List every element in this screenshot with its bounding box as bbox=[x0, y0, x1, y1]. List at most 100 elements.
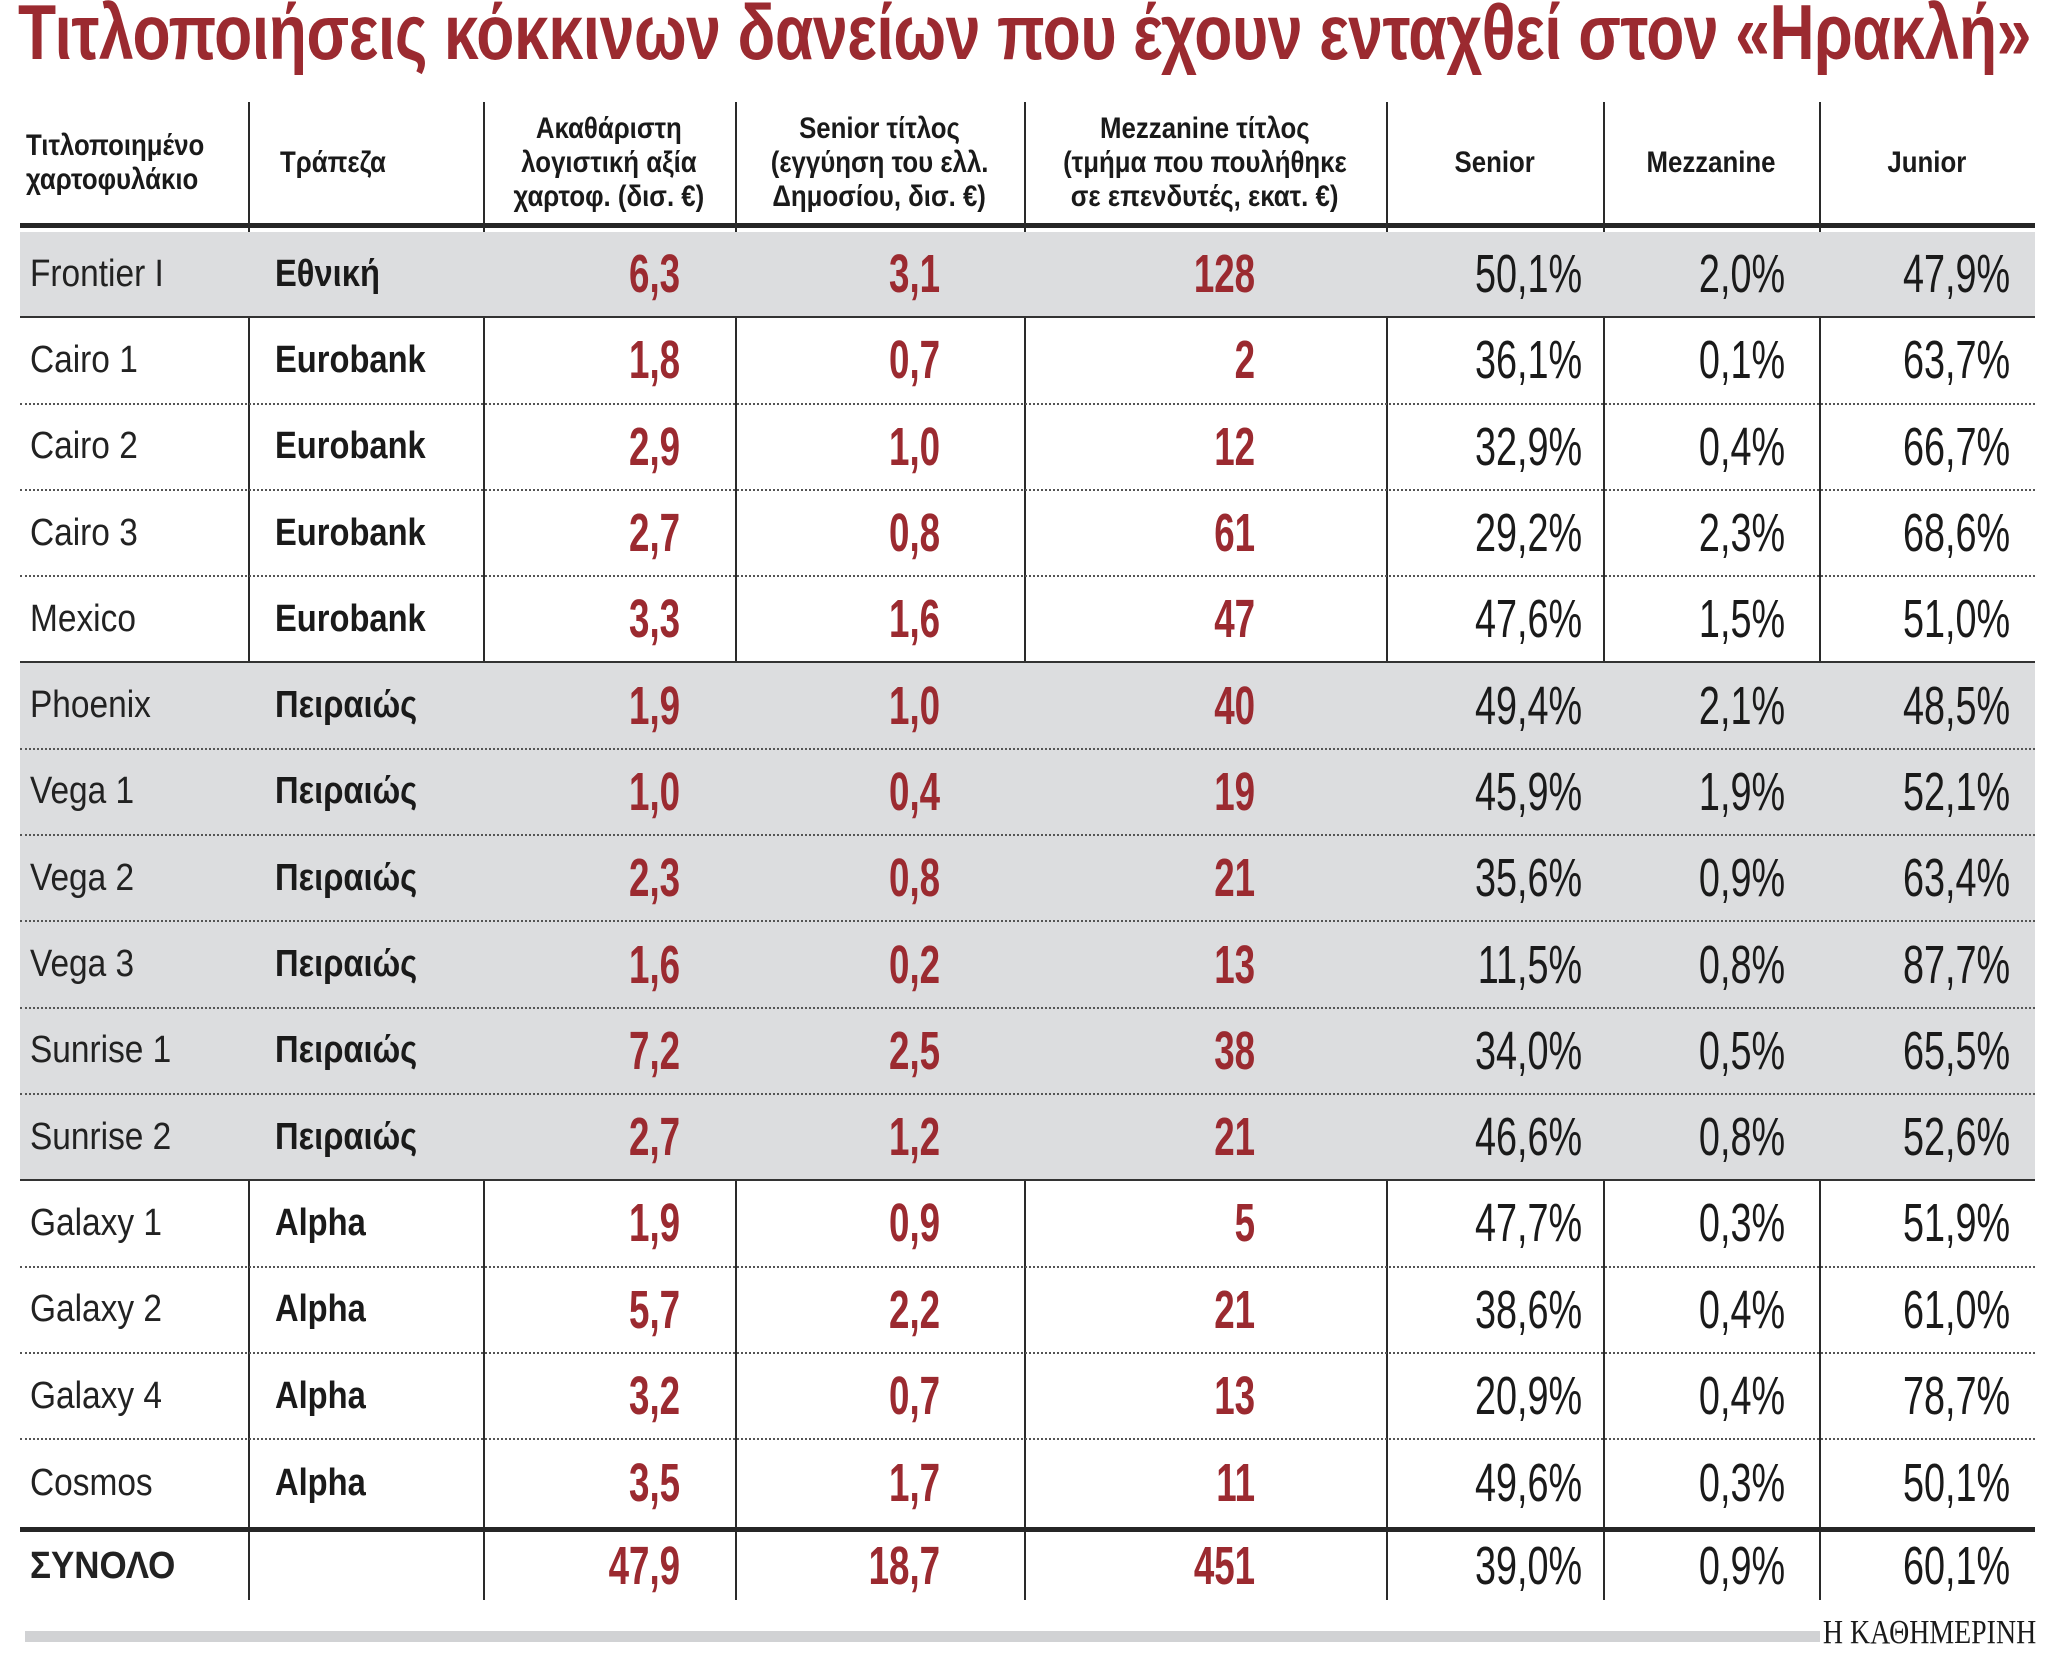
header-rule bbox=[20, 223, 2035, 228]
gross-value: 3,3 bbox=[628, 589, 680, 650]
header-mezzanine-pct: Mezzanine bbox=[1603, 102, 1819, 223]
table-row: Sunrise 1 Πειραιώς 7,2 2,5 38 34,0% 0,5% 65,5% bbox=[20, 1008, 2035, 1095]
senior-title-value: 0,2 bbox=[888, 934, 940, 995]
bank-name: Eurobank bbox=[275, 338, 426, 381]
gross-value: 2,9 bbox=[628, 416, 680, 477]
senior-pct: 46,6% bbox=[1474, 1107, 1582, 1168]
total-mezzanine-title: 451 bbox=[1193, 1536, 1255, 1596]
junior-pct: 50,1% bbox=[1902, 1453, 2010, 1514]
mezzanine-pct: 1,9% bbox=[1698, 761, 1785, 822]
gross-value: 3,5 bbox=[628, 1453, 680, 1514]
bank-name: Eurobank bbox=[275, 597, 426, 640]
senior-title-value: 2,2 bbox=[888, 1279, 940, 1340]
senior-pct: 49,6% bbox=[1474, 1453, 1582, 1514]
total-gross-value: 47,9 bbox=[608, 1536, 680, 1596]
senior-pct: 38,6% bbox=[1474, 1279, 1582, 1340]
gross-value: 5,7 bbox=[628, 1279, 680, 1340]
senior-title-value: 1,2 bbox=[888, 1107, 940, 1168]
senior-pct: 20,9% bbox=[1474, 1366, 1582, 1426]
mezzanine-pct: 0,1% bbox=[1698, 330, 1785, 391]
junior-pct: 52,6% bbox=[1902, 1107, 2010, 1168]
total-junior-pct: 60,1% bbox=[1902, 1536, 2010, 1596]
header-senior-title: Senior τίτλος (εγγύηση του ελλ. Δημοσίου, … bbox=[735, 102, 1024, 223]
bank-name: Πειραιώς bbox=[275, 856, 418, 899]
portfolio-name: Vega 3 bbox=[30, 943, 135, 986]
bank-name: Πειραιώς bbox=[275, 1029, 418, 1072]
senior-title-value: 0,9 bbox=[888, 1193, 940, 1254]
gross-value: 1,9 bbox=[628, 1193, 680, 1254]
portfolio-name: Galaxy 2 bbox=[30, 1288, 162, 1331]
senior-pct: 34,0% bbox=[1474, 1020, 1582, 1081]
header-line: Ακαθάριστη bbox=[536, 111, 682, 145]
senior-title-value: 0,7 bbox=[888, 1366, 940, 1426]
header-line: σε επενδυτές, εκατ. €) bbox=[1071, 179, 1339, 213]
mezzanine-pct: 0,5% bbox=[1698, 1020, 1785, 1081]
gross-value: 7,2 bbox=[628, 1020, 680, 1081]
senior-pct: 50,1% bbox=[1474, 244, 1582, 305]
senior-title-value: 1,0 bbox=[888, 675, 940, 736]
mezzanine-pct: 0,3% bbox=[1698, 1453, 1785, 1514]
portfolio-name: Vega 1 bbox=[30, 770, 135, 813]
senior-title-value: 3,1 bbox=[888, 244, 940, 305]
header-gross-value: Ακαθάριστη λογιστική αξία χαρτοφ. (δισ. €) bbox=[483, 102, 735, 223]
header-bank: Τράπεζα bbox=[256, 102, 505, 223]
junior-pct: 68,6% bbox=[1902, 503, 2010, 564]
mezzanine-title-value: 13 bbox=[1214, 1366, 1255, 1426]
bank-name: Eurobank bbox=[275, 511, 426, 554]
mezzanine-title-value: 5 bbox=[1234, 1193, 1255, 1254]
bank-name: Alpha bbox=[275, 1374, 366, 1417]
table-row: Cairo 1 Eurobank 1,8 0,7 2 36,1% 0,1% 63,7% bbox=[20, 318, 2035, 405]
portfolio-name: Galaxy 1 bbox=[30, 1201, 162, 1244]
mezzanine-pct: 0,4% bbox=[1698, 416, 1785, 477]
header-line: (εγγύηση του ελλ. bbox=[770, 145, 989, 179]
mezzanine-title-value: 19 bbox=[1214, 761, 1255, 822]
portfolio-name: Sunrise 1 bbox=[30, 1029, 172, 1072]
table-row: Frontier I Εθνική 6,3 3,1 128 50,1% 2,0% 47,9% bbox=[20, 232, 2035, 319]
table-row: Cairo 3 Eurobank 2,7 0,8 61 29,2% 2,3% 68,6% bbox=[20, 491, 2035, 578]
header-line: Τιτλοποιημένο bbox=[26, 128, 205, 162]
table-row: Vega 1 Πειραιώς 1,0 0,4 19 45,9% 1,9% 52,1% bbox=[20, 749, 2035, 837]
bank-name: Πειραιώς bbox=[275, 684, 418, 727]
total-senior-pct: 39,0% bbox=[1474, 1536, 1582, 1596]
senior-pct: 49,4% bbox=[1474, 675, 1582, 736]
bank-name: Eurobank bbox=[275, 425, 426, 468]
junior-pct: 48,5% bbox=[1902, 675, 2010, 736]
mezzanine-title-value: 21 bbox=[1214, 1279, 1255, 1340]
junior-pct: 87,7% bbox=[1902, 934, 2010, 995]
junior-pct: 63,7% bbox=[1902, 330, 2010, 391]
mezzanine-title-value: 12 bbox=[1214, 416, 1255, 477]
header-line: Junior bbox=[1887, 145, 1967, 179]
portfolio-name: Cairo 3 bbox=[30, 511, 138, 554]
mezzanine-title-value: 11 bbox=[1216, 1453, 1255, 1514]
gross-value: 1,8 bbox=[628, 330, 680, 391]
senior-pct: 47,6% bbox=[1474, 589, 1582, 650]
junior-pct: 66,7% bbox=[1902, 416, 2010, 477]
bank-name: Alpha bbox=[275, 1461, 366, 1504]
senior-title-value: 1,6 bbox=[888, 589, 940, 650]
portfolio-name: Frontier I bbox=[30, 252, 164, 295]
portfolio-name: Vega 2 bbox=[30, 856, 135, 899]
portfolio-name: Galaxy 4 bbox=[30, 1374, 162, 1417]
total-mezzanine-pct: 0,9% bbox=[1698, 1536, 1785, 1596]
senior-title-value: 0,7 bbox=[888, 330, 940, 391]
senior-title-value: 0,4 bbox=[888, 761, 940, 822]
mezzanine-title-value: 47 bbox=[1214, 589, 1255, 650]
mezzanine-title-value: 38 bbox=[1214, 1020, 1255, 1081]
senior-title-value: 1,0 bbox=[888, 416, 940, 477]
table-header: Τιτλοποιημένο χαρτοφυλάκιο Τράπεζα Ακαθάρ… bbox=[20, 102, 2035, 223]
table-row: Cosmos Alpha 3,5 1,7 11 49,6% 0,3% 50,1% bbox=[20, 1440, 2035, 1526]
portfolio-name: Phoenix bbox=[30, 684, 151, 727]
bank-name: Alpha bbox=[275, 1288, 366, 1331]
mezzanine-pct: 0,8% bbox=[1698, 934, 1785, 995]
mezzanine-pct: 0,4% bbox=[1698, 1279, 1785, 1340]
mezzanine-pct: 0,9% bbox=[1698, 848, 1785, 909]
source-label: Η ΚΑΘΗΜΕΡΙΝΗ bbox=[1822, 1614, 2036, 1651]
table-row: Cairo 2 Eurobank 2,9 1,0 12 32,9% 0,4% 66,7% bbox=[20, 405, 2035, 491]
senior-pct: 32,9% bbox=[1474, 416, 1582, 477]
page-title: Τιτλοποιήσεις κόκκινων δανείων που έχουν… bbox=[18, 0, 2032, 76]
mezzanine-pct: 0,8% bbox=[1698, 1107, 1785, 1168]
table-row: Galaxy 1 Alpha 1,9 0,9 5 47,7% 0,3% 51,9% bbox=[20, 1181, 2035, 1268]
senior-pct: 36,1% bbox=[1474, 330, 1582, 391]
header-senior-pct: Senior bbox=[1386, 102, 1603, 223]
senior-pct: 45,9% bbox=[1474, 761, 1582, 822]
